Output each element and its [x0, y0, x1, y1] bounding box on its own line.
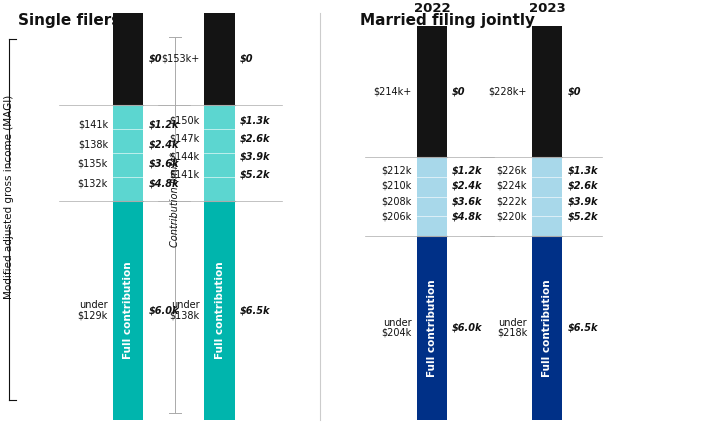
- Text: $6.0k: $6.0k: [452, 323, 482, 333]
- Text: $141k: $141k: [169, 170, 199, 180]
- Bar: [532, 236, 562, 420]
- Text: $3.9k: $3.9k: [567, 196, 598, 206]
- Text: under
$138k: under $138k: [169, 300, 199, 320]
- Bar: [417, 26, 447, 157]
- Text: $212k: $212k: [382, 166, 412, 175]
- Text: $147k: $147k: [169, 134, 199, 143]
- Text: $150k: $150k: [169, 115, 199, 125]
- Text: $141k: $141k: [78, 120, 108, 129]
- Text: 2022: 2022: [110, 0, 146, 2]
- Text: $4.8k: $4.8k: [148, 179, 179, 188]
- Text: $2.6k: $2.6k: [567, 181, 598, 191]
- Text: $222k: $222k: [497, 196, 527, 206]
- Text: $0: $0: [452, 87, 466, 97]
- Text: Single filers: Single filers: [18, 13, 120, 28]
- Text: $144k: $144k: [169, 152, 199, 161]
- Text: 2022: 2022: [414, 2, 450, 15]
- Text: $138k: $138k: [78, 139, 108, 149]
- Text: under
$218k: under $218k: [497, 318, 527, 338]
- Text: $5.2k: $5.2k: [567, 212, 598, 221]
- Text: Modified adjusted gross income (MAGI): Modified adjusted gross income (MAGI): [4, 94, 14, 299]
- Text: $3.6k: $3.6k: [148, 159, 179, 169]
- Text: $3.6k: $3.6k: [452, 196, 482, 206]
- Text: $6.5k: $6.5k: [240, 305, 270, 315]
- Text: $2.4k: $2.4k: [452, 181, 482, 191]
- Bar: [204, 105, 235, 201]
- Text: $2.6k: $2.6k: [240, 134, 270, 143]
- Bar: [532, 157, 562, 236]
- Text: $0: $0: [240, 54, 253, 64]
- Text: $4.8k: $4.8k: [452, 212, 482, 221]
- Bar: [113, 105, 143, 201]
- Bar: [113, 201, 143, 420]
- Text: $1.2k: $1.2k: [148, 120, 179, 129]
- Text: $206k: $206k: [382, 212, 412, 221]
- Text: $135k: $135k: [78, 159, 108, 169]
- Text: $1.2k: $1.2k: [452, 166, 482, 175]
- Text: $2.4k: $2.4k: [148, 139, 179, 149]
- Text: $3.9k: $3.9k: [240, 152, 270, 161]
- Bar: [417, 157, 447, 236]
- Text: $220k: $220k: [497, 212, 527, 221]
- Text: Full contribution: Full contribution: [427, 279, 437, 377]
- Bar: [113, 13, 143, 105]
- Text: $6.0k: $6.0k: [148, 305, 179, 315]
- Text: $0: $0: [148, 54, 162, 64]
- Text: $214k+: $214k+: [374, 87, 412, 97]
- Text: 2023: 2023: [201, 0, 238, 2]
- Text: $228k+: $228k+: [489, 87, 527, 97]
- Text: $208k: $208k: [382, 196, 412, 206]
- Text: $1.3k: $1.3k: [567, 166, 598, 175]
- Text: $5.2k: $5.2k: [240, 170, 270, 180]
- Text: $1.3k: $1.3k: [240, 115, 270, 125]
- Text: Contribution limits*: Contribution limits*: [170, 151, 180, 246]
- Text: $0: $0: [567, 87, 581, 97]
- Text: Full contribution: Full contribution: [542, 279, 552, 377]
- Text: $224k: $224k: [497, 181, 527, 191]
- Bar: [204, 13, 235, 105]
- Text: $132k: $132k: [78, 179, 108, 188]
- Text: under
$129k: under $129k: [78, 300, 108, 320]
- Bar: [204, 201, 235, 420]
- Text: Full contribution: Full contribution: [123, 261, 133, 359]
- Text: under
$204k: under $204k: [382, 318, 412, 338]
- Text: Full contribution: Full contribution: [215, 261, 225, 359]
- Text: $210k: $210k: [382, 181, 412, 191]
- Bar: [532, 26, 562, 157]
- Bar: [417, 236, 447, 420]
- Text: $153k+: $153k+: [161, 54, 199, 64]
- Text: $6.5k: $6.5k: [567, 323, 598, 333]
- Text: 2023: 2023: [528, 2, 566, 15]
- Text: Married filing jointly: Married filing jointly: [360, 13, 535, 28]
- Text: $226k: $226k: [497, 166, 527, 175]
